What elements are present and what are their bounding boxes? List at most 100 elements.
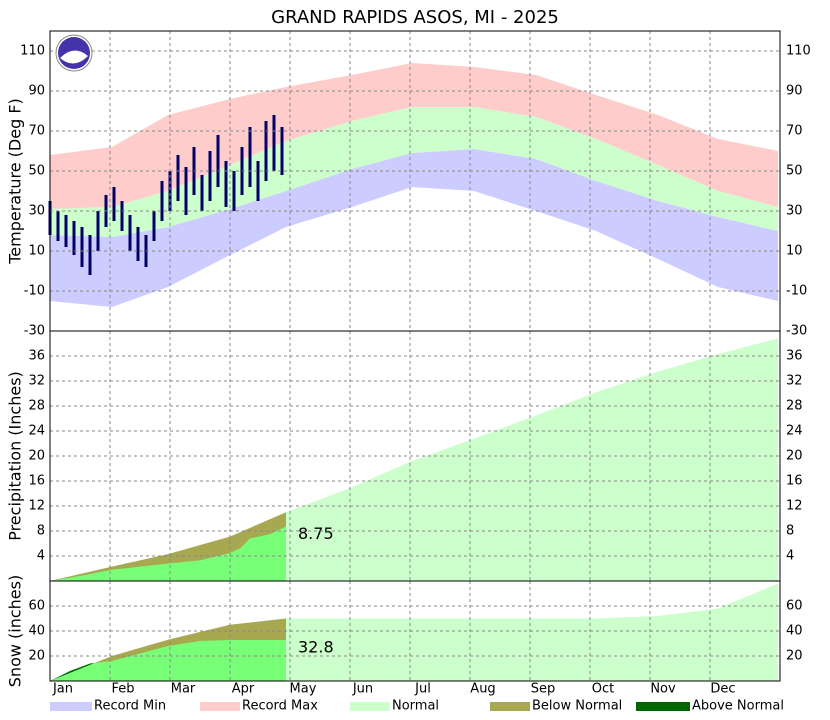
x-tick-label: May: [290, 682, 317, 697]
x-tick-label: Jul: [414, 682, 431, 697]
observed-temp-bar: [216, 135, 220, 187]
observed-temp-bar: [184, 167, 188, 215]
x-tick-label: Feb: [111, 682, 134, 697]
observed-temp-bar: [224, 161, 228, 207]
observed-temp-bar: [176, 155, 180, 201]
y-tick-label-right: 110: [786, 44, 811, 59]
observed-temp-bar: [72, 221, 76, 255]
y-tick-label: 20: [28, 449, 45, 464]
y-tick-label-right: 4: [786, 549, 794, 564]
legend-swatch: [490, 702, 530, 711]
logo: [60, 50, 88, 64]
y-tick-label: 90: [28, 84, 45, 99]
y-tick-label-right: -30: [786, 324, 807, 339]
y-tick-label: 50: [28, 164, 45, 179]
legend-label: Record Min: [94, 699, 166, 714]
panel-frame: [49, 580, 781, 682]
x-tick-label: Nov: [650, 682, 676, 697]
plot-area: -30 -30 -10 -10 10 10 30 30 50 50 70 70 90 90 110 110 8.…: [20, 30, 811, 714]
x-tick-label: Jun: [352, 682, 373, 697]
legend-swatch: [200, 702, 240, 711]
y-tick-label: 36: [28, 349, 45, 364]
y-tick-label: 70: [28, 124, 45, 139]
observed-temp-bar: [96, 211, 100, 251]
y-tick-label-right: 90: [786, 84, 803, 99]
legend-label: Below Normal: [532, 699, 622, 714]
observed-temp-bar: [208, 151, 212, 201]
observed-temp-bar: [88, 235, 92, 275]
y-tick-label: 24: [28, 424, 45, 439]
observed-temp-bar: [232, 171, 236, 211]
y-tick-label-right: 16: [786, 474, 803, 489]
observed-temp-bar: [56, 211, 60, 241]
x-tick-label: Aug: [470, 682, 495, 697]
y-tick-label: 16: [28, 474, 45, 489]
observed-temp-bar: [264, 121, 268, 181]
y-tick-label-right: 30: [786, 204, 803, 219]
y-tick-label-right: 70: [786, 124, 803, 139]
observed-area: [50, 640, 286, 681]
record-max-band: [50, 63, 778, 209]
observed-temp-bar: [136, 227, 140, 261]
total-label: 32.8: [298, 638, 334, 657]
x-tick-label: Apr: [232, 682, 255, 697]
y-tick-label: 28: [28, 399, 45, 414]
y-tick-label-right: 24: [786, 424, 803, 439]
legend-label: Above Normal: [692, 699, 784, 714]
y-tick-label-right: 50: [786, 164, 803, 179]
x-tick-label: Dec: [710, 682, 735, 697]
normal-band: [50, 107, 778, 237]
observed-temp-bar: [256, 161, 260, 201]
y-tick-label-right: -10: [786, 284, 807, 299]
y-tick-label: 60: [28, 599, 45, 614]
total-label: 8.75: [298, 524, 334, 543]
x-tick-label: Sep: [531, 682, 556, 697]
observed-temp-bar: [152, 211, 156, 241]
observed-temp-bar: [272, 115, 276, 171]
y-tick-label-right: 40: [786, 624, 803, 639]
y-tick-label-right: 10: [786, 244, 803, 259]
observed-temp-bar: [248, 127, 252, 187]
observed-temp-bar: [200, 175, 204, 211]
y-tick-label: 32: [28, 374, 45, 389]
y-tick-label: 110: [20, 44, 45, 59]
y-axis-title: Temperature (Deg F): [6, 98, 25, 265]
y-tick-label: 12: [28, 499, 45, 514]
x-tick-label: Mar: [171, 682, 196, 697]
observed-temp-bar: [112, 187, 116, 221]
observed-temp-bar: [80, 227, 84, 267]
y-tick-label: -10: [24, 284, 45, 299]
observed-temp-bar: [64, 215, 68, 247]
observed-temp-bar: [120, 201, 124, 231]
y-tick-label: -30: [24, 324, 45, 339]
y-tick-label: 30: [28, 204, 45, 219]
y-tick-label-right: 32: [786, 374, 803, 389]
y-tick-label-right: 28: [786, 399, 803, 414]
y-axis-title: Precipitation (Inches): [6, 371, 25, 541]
legend-label: Record Max: [242, 699, 318, 714]
y-tick-label: 10: [28, 244, 45, 259]
y-tick-label-right: 8: [786, 524, 794, 539]
y-tick-label-right: 12: [786, 499, 803, 514]
legend-swatch: [636, 702, 690, 711]
observed-temp-bar: [160, 181, 164, 221]
y-tick-label: 40: [28, 624, 45, 639]
observed-temp-bar: [168, 171, 172, 211]
legend-label: Normal: [392, 699, 439, 714]
x-tick-label: Oct: [592, 682, 614, 697]
observed-temp-bar: [280, 127, 284, 175]
legend-swatch: [50, 702, 92, 711]
y-axis-title: Snow (inches): [6, 575, 25, 687]
y-tick-label-right: 36: [786, 349, 803, 364]
normal-area: [50, 338, 778, 581]
observed-temp-bar: [128, 215, 132, 251]
x-tick-label: Jan: [52, 682, 73, 697]
y-tick-label: 4: [37, 549, 45, 564]
y-tick-label: 8: [37, 524, 45, 539]
observed-area: [50, 526, 286, 581]
y-tick-label-right: 20: [786, 649, 803, 664]
record-min-band: [50, 149, 778, 307]
y-tick-label-right: 60: [786, 599, 803, 614]
chart-title: GRAND RAPIDS ASOS, MI - 2025: [271, 7, 559, 28]
